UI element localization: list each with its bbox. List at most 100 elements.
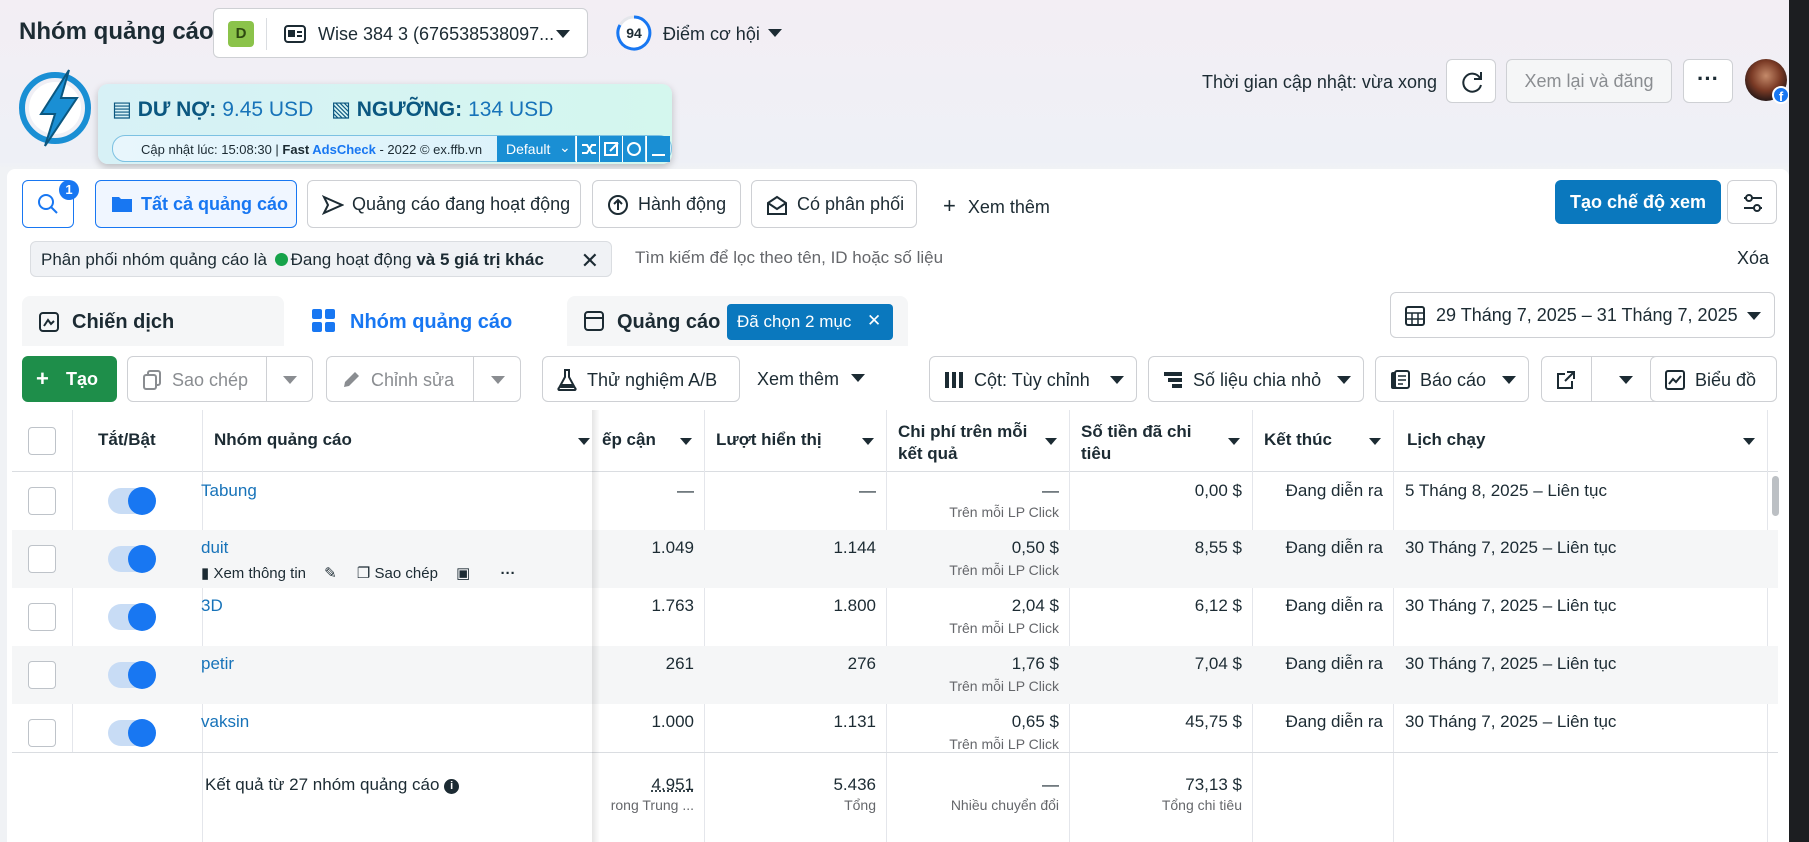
- clear-filters-link[interactable]: Xóa: [1737, 248, 1770, 268]
- plus-icon: +: [943, 193, 956, 218]
- mail-open-icon: [767, 195, 787, 215]
- tab-campaigns[interactable]: Chiến dịch: [22, 296, 284, 346]
- edit-icon[interactable]: [599, 136, 622, 162]
- selected-count-chip[interactable]: Đã chọn 2 mục ✕: [727, 304, 893, 340]
- chart-bars-icon[interactable]: ▮: [201, 565, 210, 582]
- header-cost-per-result[interactable]: Chi phí trên mỗi kết quả: [886, 410, 1069, 472]
- header-schedule[interactable]: Lịch chạy: [1393, 410, 1767, 472]
- create-view-button[interactable]: Tạo chế độ xem: [1555, 180, 1721, 224]
- debt-value: 9.45 USD: [222, 98, 314, 121]
- filter-actions[interactable]: Hành động: [592, 180, 741, 228]
- date-range-picker[interactable]: 29 Tháng 7, 2025 – 31 Tháng 7, 2025: [1390, 292, 1775, 338]
- plus-icon: +: [36, 366, 49, 391]
- copy-link[interactable]: Sao chép: [374, 565, 438, 582]
- filter-active-ads[interactable]: Quảng cáo đang hoạt động: [307, 180, 581, 228]
- filter-chip[interactable]: Phân phối nhóm quảng cáo là Đang hoạt độ…: [30, 241, 612, 277]
- adset-toggle[interactable]: [108, 487, 156, 515]
- more-dots-icon[interactable]: ···: [500, 565, 516, 582]
- refresh-button[interactable]: [1446, 59, 1496, 103]
- reports-button[interactable]: Báo cáo: [1375, 356, 1529, 402]
- minimize-icon[interactable]: [646, 136, 670, 162]
- more-options-button[interactable]: ···: [1683, 59, 1733, 103]
- export-button[interactable]: [1541, 356, 1660, 402]
- account-card-icon: [284, 24, 306, 44]
- shuffle-icon[interactable]: [576, 136, 599, 162]
- account-initial: D: [228, 21, 254, 47]
- opportunity-chevron-icon[interactable]: [768, 29, 782, 37]
- copy-button[interactable]: Sao chép: [127, 356, 313, 402]
- filter-delivery[interactable]: Có phân phối: [751, 180, 917, 228]
- account-name: Wise 384 3 (676538538097...: [318, 24, 555, 44]
- columns-button[interactable]: Cột: Tùy chỉnh: [929, 356, 1137, 402]
- header-name[interactable]: Nhóm quảng cáo: [202, 410, 602, 472]
- table-row[interactable]: 3D 1.763 1.800 2,04 $ Trên mỗi LP Click …: [12, 588, 1778, 646]
- adset-name[interactable]: petir: [201, 654, 235, 673]
- table-row[interactable]: petir 261 276 1,76 $ Trên mỗi LP Click 7…: [12, 646, 1778, 704]
- row-checkbox[interactable]: [28, 661, 56, 689]
- create-button[interactable]: + Tạo: [22, 356, 117, 402]
- breakdown-button[interactable]: Số liệu chia nhỏ: [1148, 356, 1364, 402]
- filter-search-input[interactable]: Tìm kiếm để lọc theo tên, ID hoặc số liệ…: [635, 248, 944, 267]
- opportunity-label[interactable]: Điểm cơ hội: [663, 24, 760, 44]
- footer-summary-label: Kết quả từ 27 nhóm quảng cáo i: [205, 775, 460, 795]
- copy-icon[interactable]: ❐: [356, 565, 371, 582]
- external-link-icon: [1557, 371, 1575, 389]
- sync-icon[interactable]: [622, 136, 645, 162]
- review-publish-button[interactable]: Xem lại và đăng: [1506, 59, 1672, 103]
- adset-toggle[interactable]: [108, 719, 156, 747]
- row-checkbox[interactable]: [28, 719, 56, 747]
- view-info-link[interactable]: Xem thông tin: [213, 565, 306, 582]
- see-more-filters[interactable]: + Xem thêm: [943, 193, 1050, 218]
- sort-icon: [578, 438, 590, 445]
- close-icon[interactable]: ✕: [580, 248, 599, 273]
- header-next[interactable]: Ngnh: [1767, 410, 1778, 472]
- filter-all-ads[interactable]: Tất cả quảng cáo: [95, 180, 297, 228]
- table-row[interactable]: Tabung — — — Trên mỗi LP Click 0,00 $ Đa…: [12, 472, 1778, 530]
- tab-adsets[interactable]: Nhóm quảng cáo: [296, 296, 556, 346]
- select-all-checkbox[interactable]: [28, 427, 56, 455]
- info-icon: i: [444, 779, 460, 794]
- pencil-icon[interactable]: ✎: [324, 565, 337, 582]
- header-select-all: [12, 410, 72, 472]
- search-button[interactable]: [22, 180, 74, 228]
- table-row[interactable]: vaksin 1.000 1.131 0,65 $ Trên mỗi LP Cl…: [12, 704, 1778, 762]
- search-icon: [38, 194, 58, 214]
- chevron-down-icon: [1747, 312, 1761, 320]
- sort-icon: [1369, 438, 1381, 445]
- row-checkbox[interactable]: [28, 603, 56, 631]
- header-reach[interactable]: ếp cận: [602, 410, 704, 472]
- adset-toggle[interactable]: [108, 603, 156, 631]
- row-actions: ▮ Xem thông tin ✎ ❐ Sao chép ▣ ···: [201, 564, 515, 582]
- avatar[interactable]: f: [1745, 59, 1790, 104]
- adset-name[interactable]: vaksin: [201, 712, 250, 731]
- chart-icon: [1665, 370, 1685, 390]
- toolbar-more-button[interactable]: Xem thêm: [757, 369, 866, 390]
- close-icon: ✕: [867, 311, 882, 330]
- table-row[interactable]: duit ▮ Xem thông tin ✎ ❐ Sao chép ▣ ··· …: [12, 530, 1778, 588]
- grid-icon: [312, 309, 335, 332]
- adset-name[interactable]: 3D: [201, 596, 223, 615]
- row-checkbox[interactable]: [28, 487, 56, 515]
- chevron-down-icon: [556, 30, 570, 38]
- pencil-icon: [344, 372, 359, 387]
- view-settings-button[interactable]: [1727, 180, 1777, 224]
- table-scrollbar[interactable]: [1772, 476, 1779, 516]
- header-amount-spent[interactable]: Số tiền đã chi tiêu: [1069, 410, 1252, 472]
- row-checkbox[interactable]: [28, 545, 56, 573]
- chart-button[interactable]: Biểu đồ: [1650, 356, 1777, 402]
- refresh-icon: [1462, 72, 1482, 93]
- calendar-icon: [1405, 306, 1425, 326]
- adset-toggle[interactable]: [108, 661, 156, 689]
- image-icon[interactable]: ▣: [456, 565, 471, 582]
- account-selector[interactable]: D Wise 384 3 (676538538097...: [213, 8, 588, 58]
- opportunity-score[interactable]: 94: [615, 14, 653, 57]
- adset-name[interactable]: duit: [201, 538, 229, 557]
- adset-toggle[interactable]: [108, 545, 156, 573]
- chevron-down-icon: [1337, 376, 1351, 384]
- header-ends[interactable]: Kết thúc: [1252, 410, 1393, 472]
- preset-select[interactable]: Default ⌄: [497, 136, 575, 162]
- header-impressions[interactable]: Lượt hiển thị: [704, 410, 886, 472]
- edit-button[interactable]: Chỉnh sửa: [326, 356, 521, 402]
- ab-test-button[interactable]: Thử nghiệm A/B: [542, 356, 740, 402]
- adset-name[interactable]: Tabung: [201, 481, 257, 500]
